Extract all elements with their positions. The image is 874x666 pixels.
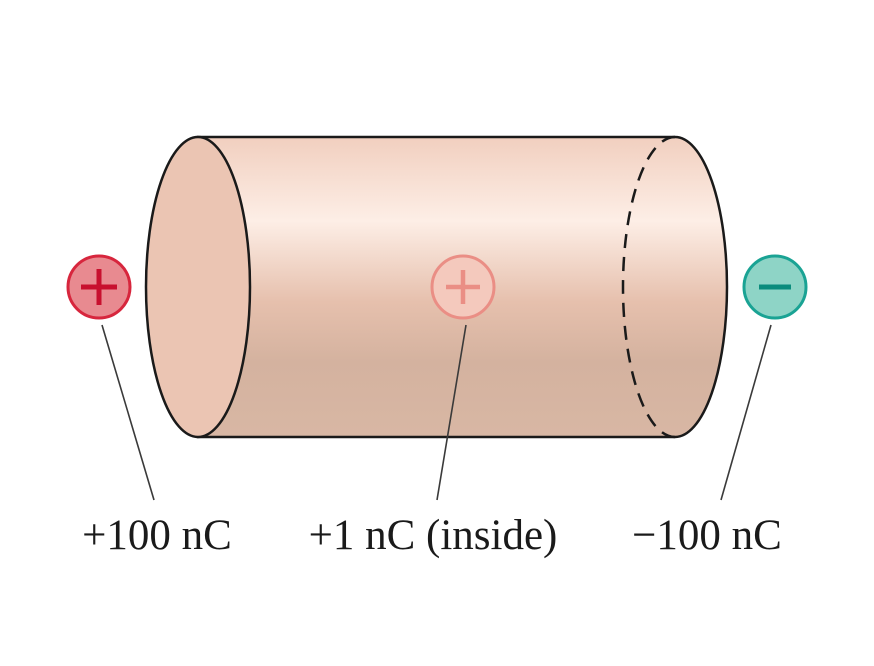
label-left-charge: +100 nC [82, 512, 232, 559]
leader-line-left [101, 324, 155, 501]
label-inside-charge: +1 nC (inside) [309, 512, 558, 559]
leader-line-inside [436, 324, 467, 501]
charge-left [66, 254, 132, 320]
label-right-charge: −100 nC [632, 512, 782, 559]
leader-line-right [720, 324, 772, 501]
cylinder-hidden-edge [621, 135, 676, 439]
charge-inside [430, 254, 496, 320]
cylinder-end-cap [144, 135, 252, 439]
charge-right [742, 254, 808, 320]
